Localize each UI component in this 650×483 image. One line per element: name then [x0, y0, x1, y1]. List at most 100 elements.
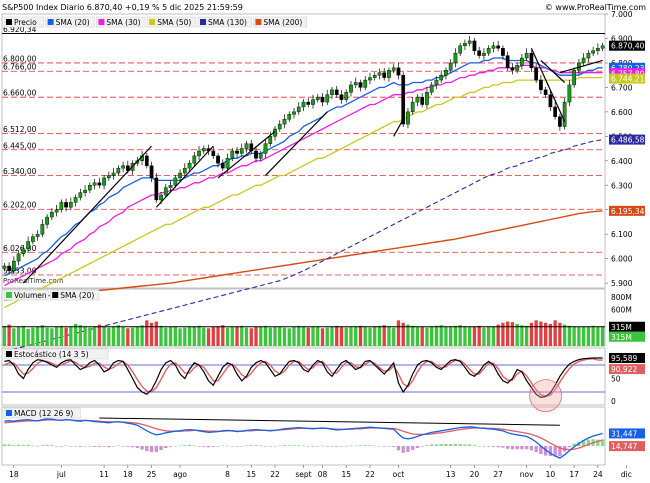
volume-bar [425, 327, 429, 346]
volume-bar [126, 328, 130, 346]
trend-line [265, 111, 328, 176]
x-tick-label: 22 [365, 470, 375, 479]
macd-histogram-bar [325, 446, 329, 447]
candle-body [83, 189, 87, 193]
price-y-tick-label: 6.900 [611, 34, 633, 43]
volume-bar [430, 326, 434, 346]
macd-histogram-bar [373, 445, 377, 447]
candle-body [182, 167, 187, 174]
macd-histogram-bar [396, 446, 401, 451]
volume-bar [249, 328, 253, 346]
volume-bar [567, 325, 572, 346]
volume-bar [572, 326, 576, 346]
candle-body [586, 52, 591, 59]
volume-bar [21, 325, 26, 346]
macd-histogram-bar [64, 445, 68, 447]
volume-bar [73, 324, 78, 346]
candle-body [301, 101, 306, 108]
legend-label: SMA (130) [208, 18, 247, 27]
candle-body [192, 155, 197, 164]
macd-histogram-bar [178, 445, 182, 447]
volume-bar [591, 325, 595, 346]
volume-bar [206, 328, 211, 346]
volume-bar [596, 326, 600, 346]
legend-swatch [6, 351, 12, 357]
legend-label: Volumen [14, 291, 47, 300]
macd-histogram-bar [145, 446, 149, 452]
candle-body [448, 62, 453, 71]
candle-body [315, 96, 320, 100]
macd-histogram-bar [16, 444, 21, 446]
price-y-tick-label: 6.000 [611, 255, 633, 264]
legend-label: MACD (12 26 9) [14, 409, 73, 418]
macd-histogram-bar [377, 446, 382, 447]
candle-body [467, 40, 472, 44]
candle-body [7, 265, 11, 272]
macd-histogram-bar [425, 445, 429, 446]
x-tick-label: oct [393, 470, 405, 479]
volume-bar [178, 328, 182, 346]
macd-histogram-bar [173, 446, 177, 447]
macd-histogram-bar [73, 446, 78, 447]
volume-bar [529, 322, 534, 346]
volume-bar [183, 327, 187, 346]
volume-bar [392, 327, 396, 346]
macd-histogram-bar [254, 445, 258, 446]
macd-histogram-bar [202, 446, 206, 447]
macd-histogram-bar [572, 443, 576, 446]
x-tick-label: nov [520, 470, 534, 479]
macd-histogram-bar [401, 446, 405, 453]
volume-bar [164, 327, 168, 346]
candle-body [591, 50, 595, 54]
macd-histogram-bar [406, 446, 410, 452]
volume-bar [230, 327, 234, 346]
price-level-label: 6.800,00 [3, 54, 37, 63]
volume-bar [54, 327, 59, 346]
macd-histogram-bar [102, 446, 106, 447]
macd-histogram-bar [301, 445, 306, 447]
volume-bar [406, 324, 410, 346]
candle-body [482, 52, 486, 56]
candle-body [415, 96, 420, 103]
legend-box [3, 16, 44, 28]
volume-bar [26, 328, 30, 346]
volume-bar [287, 328, 291, 346]
macd-histogram-bar [444, 444, 448, 446]
macd-histogram-bar [420, 446, 424, 447]
trend-line [22, 145, 153, 284]
volume-bar [140, 325, 144, 346]
candle-body [401, 74, 406, 125]
candle-body [21, 248, 26, 254]
trend-line [393, 118, 404, 137]
macd-histogram-bar [387, 446, 391, 447]
candle-body [311, 99, 315, 105]
candle-body [268, 136, 273, 144]
volume-bar [278, 326, 282, 346]
macd-histogram-bar [458, 444, 462, 446]
stoch-highlight-circle [529, 379, 563, 413]
macd-histogram-bar [7, 444, 11, 446]
volume-bar [197, 325, 201, 346]
candle-body [68, 202, 73, 208]
candle-body [496, 45, 501, 49]
volume-bar [472, 326, 477, 346]
volume-bar [7, 324, 11, 346]
candle-body [505, 55, 510, 69]
volume-bar [548, 324, 553, 346]
candle-body [420, 96, 425, 105]
candle-body [372, 74, 377, 78]
price-y-tick-label: 6.700 [611, 83, 633, 92]
volume-bar [311, 327, 315, 346]
legend-swatch [6, 19, 12, 25]
candle-body [16, 253, 21, 262]
candle-body [211, 150, 216, 157]
candle-body [334, 89, 339, 95]
macd-histogram-bar [197, 446, 201, 447]
candle-body [520, 57, 524, 66]
x-tick-label: 10 [546, 470, 556, 479]
candle-body [287, 114, 292, 120]
volume-bar [534, 320, 538, 346]
macd-histogram-bar [83, 446, 87, 447]
macd-histogram-bar [2, 444, 7, 446]
volume-bar [420, 327, 424, 346]
